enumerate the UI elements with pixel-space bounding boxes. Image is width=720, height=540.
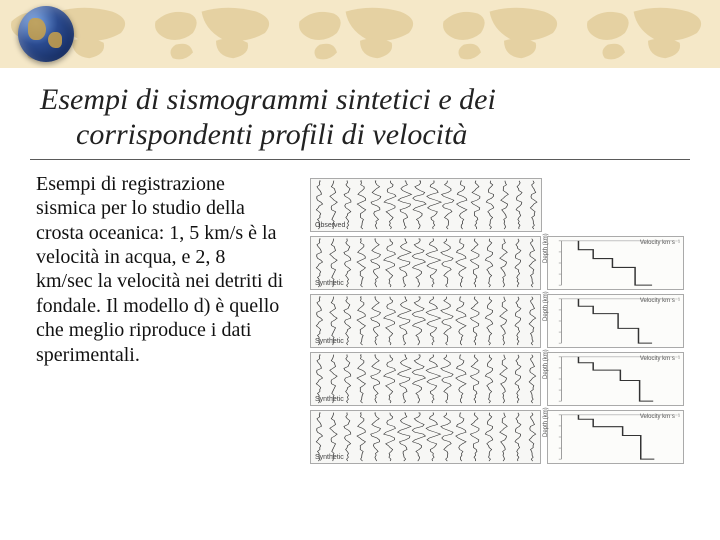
velocity-title: Velocity km s⁻¹ <box>640 355 680 362</box>
figure-row: Observed <box>310 178 684 232</box>
banner-map <box>576 0 720 68</box>
figure-row: SyntheticDepth (km)Velocity km s⁻¹ <box>310 352 684 406</box>
figure-row: SyntheticDepth (km)Velocity km s⁻¹ <box>310 236 684 290</box>
banner-map <box>432 0 576 68</box>
figure-row: SyntheticDistance (km)Depth (km)Velocity… <box>310 410 684 464</box>
seismogram-label: Synthetic <box>315 280 344 287</box>
velocity-ylabel: Depth (km) <box>543 407 549 437</box>
globe-icon <box>18 6 74 62</box>
velocity-profile-panel: Depth (km)Velocity km s⁻¹ <box>547 352 684 406</box>
velocity-ylabel: Depth (km) <box>543 349 549 379</box>
velocity-ylabel: Depth (km) <box>543 233 549 263</box>
banner-map <box>288 0 432 68</box>
seismogram-panel: Synthetic <box>310 294 541 348</box>
content-area: Esempi di registrazione sismica per lo s… <box>0 160 720 464</box>
seismogram-label: Synthetic <box>315 454 344 461</box>
velocity-profile-panel: Depth (km)Velocity km s⁻¹ <box>547 294 684 348</box>
title-line-2: corrispondenti profili di velocità <box>40 117 680 152</box>
spacer <box>548 178 684 232</box>
velocity-ylabel: Depth (km) <box>543 291 549 321</box>
seismogram-panel: Synthetic <box>310 236 541 290</box>
figure: ObservedSyntheticDepth (km)Velocity km s… <box>310 172 684 464</box>
seismogram-panel: SyntheticDistance (km) <box>310 410 541 464</box>
velocity-title: Velocity km s⁻¹ <box>640 297 680 304</box>
seismogram-label: Synthetic <box>315 338 344 345</box>
banner <box>0 0 720 68</box>
slide-title: Esempi di sismogrammi sintetici e dei co… <box>0 68 720 159</box>
seismogram-panel: Synthetic <box>310 352 541 406</box>
velocity-profile-panel: Depth (km)Velocity km s⁻¹ <box>547 236 684 290</box>
velocity-title: Velocity km s⁻¹ <box>640 239 680 246</box>
banner-map <box>144 0 288 68</box>
slide: Esempi di sismogrammi sintetici e dei co… <box>0 0 720 540</box>
banner-maps <box>0 0 720 68</box>
velocity-profile-panel: Depth (km)Velocity km s⁻¹ <box>547 410 684 464</box>
figure-row: SyntheticDepth (km)Velocity km s⁻¹ <box>310 294 684 348</box>
body-text: Esempi di registrazione sismica per lo s… <box>36 172 286 464</box>
velocity-title: Velocity km s⁻¹ <box>640 413 680 420</box>
seismogram-panel: Observed <box>310 178 542 232</box>
seismogram-label: Synthetic <box>315 396 344 403</box>
seismogram-label: Observed <box>315 222 345 229</box>
title-line-1: Esempi di sismogrammi sintetici e dei <box>40 83 496 116</box>
